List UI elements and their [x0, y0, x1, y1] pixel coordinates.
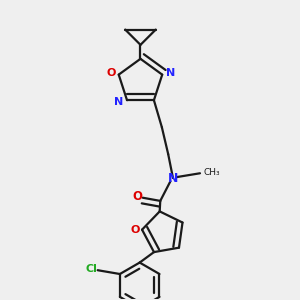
- Text: N: N: [168, 172, 178, 184]
- Text: CH₃: CH₃: [204, 168, 220, 177]
- Text: O: O: [132, 190, 142, 202]
- Text: N: N: [113, 97, 123, 107]
- Text: O: O: [106, 68, 116, 78]
- Text: N: N: [167, 68, 176, 78]
- Text: Cl: Cl: [86, 264, 98, 274]
- Text: O: O: [130, 225, 140, 235]
